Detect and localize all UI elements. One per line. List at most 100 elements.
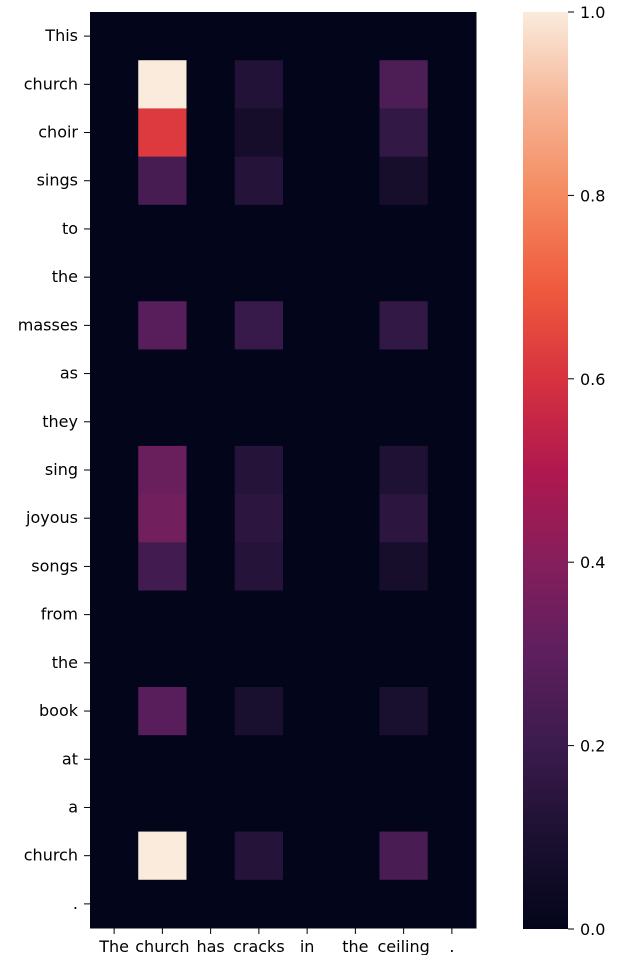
colorbar-tick-label: 1.0 (580, 3, 605, 22)
heatmap-cell (138, 253, 187, 302)
heatmap-cell (234, 542, 284, 592)
heatmap-cell (331, 686, 380, 736)
heatmap-cell (234, 253, 284, 302)
y-tick-label: church (24, 846, 78, 865)
heatmap-cell (379, 156, 429, 206)
heatmap-cell (331, 349, 380, 399)
heatmap-cell (283, 542, 332, 592)
heatmap-cell (331, 879, 380, 929)
heatmap-cell (90, 12, 139, 61)
heatmap-cell (90, 301, 139, 350)
heatmap-cell (90, 156, 139, 206)
heatmap-cell (331, 494, 380, 543)
colorbar: 0.0 0.2 0.4 0.6 0.8 1.0 (523, 3, 605, 939)
heatmap-cell (379, 831, 429, 881)
heatmap-cell (283, 60, 332, 109)
heatmap-cell (379, 879, 429, 929)
colorbar-tick-label: 0.4 (580, 553, 605, 572)
heatmap-cell (138, 397, 187, 447)
heatmap-cell (234, 397, 284, 447)
y-tick-label: This (44, 26, 78, 45)
heatmap-cell (90, 783, 139, 833)
heatmap-cell (379, 445, 429, 495)
heatmap-cell (427, 783, 477, 833)
heatmap-cell (379, 783, 429, 833)
heatmap-cell (90, 542, 139, 592)
y-axis: This church choir sings to the masses as they sin… (18, 26, 90, 913)
heatmap-cell (331, 204, 380, 254)
y-tick-label: at (62, 749, 78, 768)
heatmap-cell (427, 301, 477, 350)
heatmap-cell (90, 879, 139, 929)
x-tick-label: The (98, 937, 129, 955)
heatmap-cell (90, 349, 139, 399)
heatmap-cell (90, 735, 139, 784)
x-tick-label: church (135, 937, 189, 955)
heatmap-cell (427, 686, 477, 736)
heatmap-cell (379, 686, 429, 736)
x-tick-label: the (342, 937, 368, 955)
heatmap-cell (90, 108, 139, 158)
heatmap-cell (427, 445, 477, 495)
heatmap-cell (234, 494, 284, 543)
heatmap-plot-area (90, 12, 477, 929)
x-tick-label: ceiling (377, 937, 429, 955)
heatmap-cell (138, 301, 187, 350)
heatmap-cell (283, 783, 332, 833)
heatmap-cell (186, 12, 236, 61)
heatmap-cell (186, 60, 236, 109)
colorbar-ticks: 0.0 0.2 0.4 0.6 0.8 1.0 (568, 3, 605, 939)
colorbar-tick-label: 0.0 (580, 920, 605, 939)
heatmap-cell (138, 686, 187, 736)
heatmap-cells (90, 12, 477, 929)
y-tick-label: sing (45, 460, 78, 479)
heatmap-cell (234, 108, 284, 158)
heatmap-cell (138, 60, 187, 109)
x-tick-label: in (300, 937, 315, 955)
heatmap-cell (379, 735, 429, 784)
heatmap-cell (331, 156, 380, 206)
heatmap-cell (138, 156, 187, 206)
heatmap-cell (427, 397, 477, 447)
heatmap-cell (186, 831, 236, 881)
heatmap-cell (234, 349, 284, 399)
heatmap-cell (427, 204, 477, 254)
heatmap-cell (186, 445, 236, 495)
heatmap-cell (331, 12, 380, 61)
heatmap-cell (427, 108, 477, 158)
heatmap-cell (427, 735, 477, 784)
colorbar-tick-label: 0.8 (580, 186, 605, 205)
heatmap-cell (283, 445, 332, 495)
heatmap-cell (283, 204, 332, 254)
heatmap-cell (186, 542, 236, 592)
heatmap-cell (331, 60, 380, 109)
heatmap-cell (138, 783, 187, 833)
y-tick-label: church (24, 74, 78, 93)
heatmap-cell (427, 831, 477, 881)
heatmap-cell (331, 542, 380, 592)
heatmap-cell (331, 253, 380, 302)
heatmap-cell (283, 735, 332, 784)
y-tick-label: joyous (25, 508, 78, 527)
heatmap-cell (331, 735, 380, 784)
heatmap-cell (234, 879, 284, 929)
heatmap-cell (331, 638, 380, 688)
heatmap-cell (379, 349, 429, 399)
heatmap-cell (379, 204, 429, 254)
colorbar-gradient (523, 12, 568, 929)
heatmap-cell (234, 783, 284, 833)
heatmap-cell (331, 590, 380, 640)
heatmap-cell (379, 253, 429, 302)
heatmap-cell (427, 12, 477, 61)
heatmap-cell (234, 204, 284, 254)
heatmap-cell (90, 397, 139, 447)
heatmap-cell (283, 253, 332, 302)
heatmap-cell (186, 349, 236, 399)
heatmap-cell (427, 349, 477, 399)
y-tick-label: as (60, 364, 78, 383)
y-tick-label: sings (37, 171, 78, 190)
heatmap-cell (90, 204, 139, 254)
heatmap-cell (90, 638, 139, 688)
heatmap-cell (427, 253, 477, 302)
heatmap-cell (379, 494, 429, 543)
